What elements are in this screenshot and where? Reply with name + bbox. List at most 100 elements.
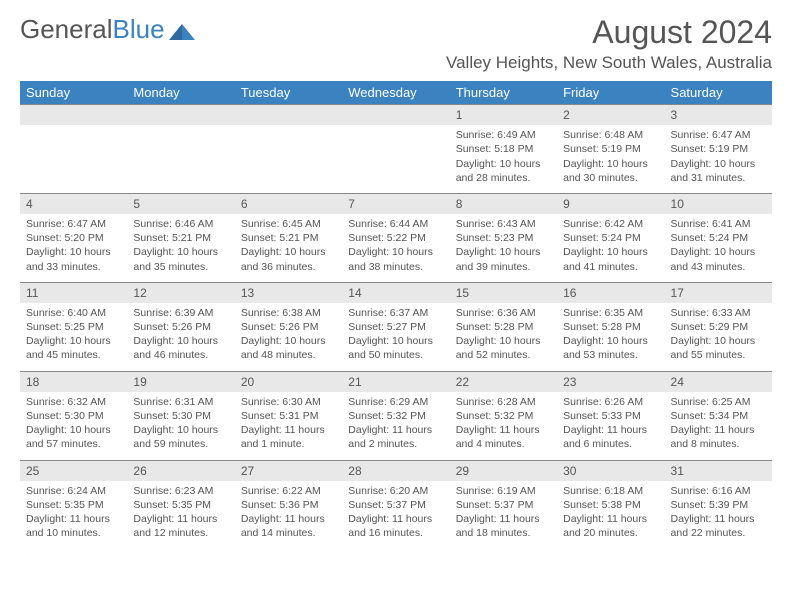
- sunset-text: Sunset: 5:38 PM: [563, 498, 658, 512]
- sunrise-text: Sunrise: 6:18 AM: [563, 484, 658, 498]
- day-number-cell: 23: [557, 371, 664, 392]
- sunset-text: Sunset: 5:37 PM: [348, 498, 443, 512]
- day-number-cell: 30: [557, 460, 664, 481]
- sunset-text: Sunset: 5:25 PM: [26, 320, 121, 334]
- day-info-row: Sunrise: 6:40 AMSunset: 5:25 PMDaylight:…: [20, 303, 772, 371]
- daylight-text: Daylight: 11 hours and 12 minutes.: [133, 512, 228, 540]
- daylight-text: Daylight: 10 hours and 59 minutes.: [133, 423, 228, 451]
- day-number-cell: 28: [342, 460, 449, 481]
- sunset-text: Sunset: 5:30 PM: [26, 409, 121, 423]
- daylight-text: Daylight: 10 hours and 30 minutes.: [563, 157, 658, 185]
- sunset-text: Sunset: 5:36 PM: [241, 498, 336, 512]
- day-number-cell: 12: [127, 282, 234, 303]
- sunset-text: Sunset: 5:32 PM: [456, 409, 551, 423]
- sunset-text: Sunset: 5:31 PM: [241, 409, 336, 423]
- sunrise-text: Sunrise: 6:41 AM: [671, 217, 766, 231]
- day-number-cell: 4: [20, 193, 127, 214]
- day-info-cell: [342, 125, 449, 193]
- day-info-cell: Sunrise: 6:39 AMSunset: 5:26 PMDaylight:…: [127, 303, 234, 371]
- daylight-text: Daylight: 10 hours and 57 minutes.: [26, 423, 121, 451]
- weekday-header: Tuesday: [235, 81, 342, 105]
- day-info-cell: Sunrise: 6:16 AMSunset: 5:39 PMDaylight:…: [665, 481, 772, 549]
- sunrise-text: Sunrise: 6:20 AM: [348, 484, 443, 498]
- day-info-cell: Sunrise: 6:26 AMSunset: 5:33 PMDaylight:…: [557, 392, 664, 460]
- day-info-cell: Sunrise: 6:43 AMSunset: 5:23 PMDaylight:…: [450, 214, 557, 282]
- day-info-row: Sunrise: 6:49 AMSunset: 5:18 PMDaylight:…: [20, 125, 772, 193]
- sunrise-text: Sunrise: 6:37 AM: [348, 306, 443, 320]
- day-number-cell: 18: [20, 371, 127, 392]
- day-info-row: Sunrise: 6:32 AMSunset: 5:30 PMDaylight:…: [20, 392, 772, 460]
- sunset-text: Sunset: 5:19 PM: [563, 142, 658, 156]
- day-info-cell: [235, 125, 342, 193]
- sunset-text: Sunset: 5:33 PM: [563, 409, 658, 423]
- day-info-cell: Sunrise: 6:41 AMSunset: 5:24 PMDaylight:…: [665, 214, 772, 282]
- weekday-header: Sunday: [20, 81, 127, 105]
- sunrise-text: Sunrise: 6:19 AM: [456, 484, 551, 498]
- sunrise-text: Sunrise: 6:28 AM: [456, 395, 551, 409]
- day-info-cell: Sunrise: 6:38 AMSunset: 5:26 PMDaylight:…: [235, 303, 342, 371]
- day-number-row: 123: [20, 105, 772, 126]
- daylight-text: Daylight: 11 hours and 6 minutes.: [563, 423, 658, 451]
- sunrise-text: Sunrise: 6:36 AM: [456, 306, 551, 320]
- day-number-cell: 6: [235, 193, 342, 214]
- sunrise-text: Sunrise: 6:22 AM: [241, 484, 336, 498]
- sunset-text: Sunset: 5:28 PM: [456, 320, 551, 334]
- calendar-table: Sunday Monday Tuesday Wednesday Thursday…: [20, 81, 772, 549]
- daylight-text: Daylight: 11 hours and 2 minutes.: [348, 423, 443, 451]
- daylight-text: Daylight: 10 hours and 31 minutes.: [671, 157, 766, 185]
- day-info-cell: Sunrise: 6:46 AMSunset: 5:21 PMDaylight:…: [127, 214, 234, 282]
- sunrise-text: Sunrise: 6:30 AM: [241, 395, 336, 409]
- weekday-header: Monday: [127, 81, 234, 105]
- day-info-cell: Sunrise: 6:36 AMSunset: 5:28 PMDaylight:…: [450, 303, 557, 371]
- sunset-text: Sunset: 5:24 PM: [563, 231, 658, 245]
- day-number-cell: 9: [557, 193, 664, 214]
- weekday-header: Saturday: [665, 81, 772, 105]
- day-number-cell: 10: [665, 193, 772, 214]
- sunset-text: Sunset: 5:21 PM: [133, 231, 228, 245]
- day-number-cell: [127, 105, 234, 126]
- daylight-text: Daylight: 11 hours and 4 minutes.: [456, 423, 551, 451]
- day-number-cell: 16: [557, 282, 664, 303]
- daylight-text: Daylight: 11 hours and 8 minutes.: [671, 423, 766, 451]
- sunset-text: Sunset: 5:27 PM: [348, 320, 443, 334]
- day-info-row: Sunrise: 6:47 AMSunset: 5:20 PMDaylight:…: [20, 214, 772, 282]
- sunset-text: Sunset: 5:22 PM: [348, 231, 443, 245]
- logo-triangle-icon: [169, 20, 195, 40]
- day-number-cell: 22: [450, 371, 557, 392]
- daylight-text: Daylight: 10 hours and 46 minutes.: [133, 334, 228, 362]
- daylight-text: Daylight: 10 hours and 55 minutes.: [671, 334, 766, 362]
- sunrise-text: Sunrise: 6:46 AM: [133, 217, 228, 231]
- day-number-cell: 5: [127, 193, 234, 214]
- sunrise-text: Sunrise: 6:33 AM: [671, 306, 766, 320]
- day-number-cell: 31: [665, 460, 772, 481]
- sunset-text: Sunset: 5:28 PM: [563, 320, 658, 334]
- sunset-text: Sunset: 5:23 PM: [456, 231, 551, 245]
- day-info-cell: [127, 125, 234, 193]
- day-number-cell: [20, 105, 127, 126]
- daylight-text: Daylight: 10 hours and 50 minutes.: [348, 334, 443, 362]
- day-info-cell: Sunrise: 6:45 AMSunset: 5:21 PMDaylight:…: [235, 214, 342, 282]
- page-title: August 2024: [592, 14, 772, 51]
- sunset-text: Sunset: 5:35 PM: [26, 498, 121, 512]
- weekday-header: Friday: [557, 81, 664, 105]
- sunrise-text: Sunrise: 6:24 AM: [26, 484, 121, 498]
- daylight-text: Daylight: 10 hours and 53 minutes.: [563, 334, 658, 362]
- weekday-header: Wednesday: [342, 81, 449, 105]
- day-info-cell: [20, 125, 127, 193]
- day-info-cell: Sunrise: 6:48 AMSunset: 5:19 PMDaylight:…: [557, 125, 664, 193]
- day-number-cell: 2: [557, 105, 664, 126]
- day-number-cell: 24: [665, 371, 772, 392]
- daylight-text: Daylight: 11 hours and 1 minute.: [241, 423, 336, 451]
- day-number-cell: 7: [342, 193, 449, 214]
- sunset-text: Sunset: 5:35 PM: [133, 498, 228, 512]
- daylight-text: Daylight: 10 hours and 45 minutes.: [26, 334, 121, 362]
- daylight-text: Daylight: 11 hours and 16 minutes.: [348, 512, 443, 540]
- daylight-text: Daylight: 10 hours and 28 minutes.: [456, 157, 551, 185]
- day-number-cell: 8: [450, 193, 557, 214]
- sunrise-text: Sunrise: 6:38 AM: [241, 306, 336, 320]
- day-number-cell: 1: [450, 105, 557, 126]
- sunrise-text: Sunrise: 6:31 AM: [133, 395, 228, 409]
- day-number-cell: 15: [450, 282, 557, 303]
- sunrise-text: Sunrise: 6:47 AM: [26, 217, 121, 231]
- day-info-cell: Sunrise: 6:42 AMSunset: 5:24 PMDaylight:…: [557, 214, 664, 282]
